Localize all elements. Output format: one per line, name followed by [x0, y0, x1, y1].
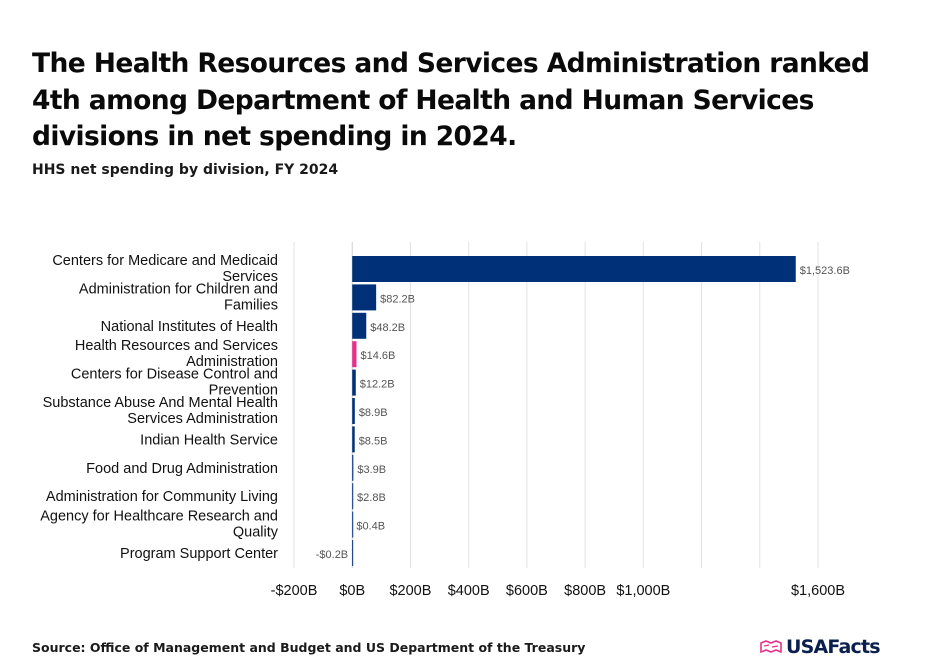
value-label: $2.8B [357, 492, 386, 504]
category-label-line: Administration for Children and [79, 281, 278, 297]
category-label-line: Agency for Healthcare Research and [40, 509, 278, 525]
bar [352, 540, 354, 566]
x-axis-ticks: -$200B $0B $200B $400B $600B $800B $1,000B $1,6… [271, 583, 845, 599]
usafacts-logo[interactable]: USAFacts [760, 636, 881, 658]
bar [352, 341, 357, 368]
x-tick-label: $600B [506, 583, 548, 599]
category-label: Administration for Community Living [46, 489, 278, 505]
category-label-line: Centers for Disease Control and [71, 367, 278, 383]
category-label: Administration for Children and Families [79, 281, 278, 313]
bar [352, 398, 355, 424]
bar [352, 483, 354, 510]
bar [352, 284, 377, 311]
x-tick-label: $800B [564, 583, 606, 599]
x-tick-label: $1,000B [616, 583, 670, 599]
x-tick-label: -$200B [271, 583, 318, 599]
value-label: $8.5B [359, 435, 388, 447]
bar [352, 312, 367, 339]
value-label: $3.9B [357, 464, 386, 476]
category-label: Food and Drug Administration [86, 461, 278, 477]
chart-subtitle: HHS net spending by division, FY 2024 [32, 162, 339, 178]
value-label: $82.2B [380, 293, 415, 305]
value-labels: $1,523.6B $82.2B $48.2B $14.6B $12.2B $8.9B $8… [316, 265, 850, 561]
source-note: Source: Office of Management and Budget … [32, 640, 586, 655]
value-label: $12.2B [360, 379, 395, 391]
value-label: $48.2B [370, 322, 405, 334]
category-label-line: Services [222, 269, 278, 285]
category-label: Centers for Disease Control and Preventio… [71, 367, 278, 399]
value-label: $1,523.6B [800, 265, 850, 277]
bar [352, 454, 354, 481]
bar [352, 426, 355, 453]
category-label: Health Resources and Services Administrat… [75, 338, 278, 370]
category-label: Substance Abuse And Mental Health Service… [43, 395, 278, 427]
category-label: Program Support Center [120, 546, 278, 562]
category-label-line: Prevention [209, 383, 278, 399]
bar [352, 256, 796, 282]
category-label-line: Centers for Medicare and Medicaid [52, 253, 278, 269]
category-label: Agency for Healthcare Research and Qualit… [40, 509, 279, 541]
category-labels: Centers for Medicare and Medicaid Service… [40, 253, 279, 562]
category-label: Indian Health Service [140, 432, 278, 448]
category-label-line: Health Resources and Services [75, 338, 278, 354]
category-label-line: Families [224, 297, 278, 313]
bar [352, 511, 354, 538]
x-tick-label: $400B [448, 583, 490, 599]
category-label: Centers for Medicare and Medicaid Service… [52, 253, 278, 285]
category-label-line: Quality [233, 525, 279, 541]
x-tick-label: $200B [389, 583, 431, 599]
value-label: -$0.2B [316, 549, 348, 561]
chart-title: The Health Resources and Services Admini… [32, 48, 870, 152]
value-label: $8.9B [359, 407, 388, 419]
category-label-line: Administration [186, 354, 278, 370]
value-label: $14.6B [360, 350, 395, 362]
brand-name: USAFacts [786, 636, 881, 658]
value-label: $0.4B [356, 521, 385, 533]
bars [352, 256, 796, 566]
bar [352, 369, 356, 396]
category-label-line: Substance Abuse And Mental Health [43, 395, 278, 411]
category-label: National Institutes of Health [101, 319, 278, 335]
category-label-line: Services Administration [127, 411, 278, 427]
x-tick-label: $0B [339, 583, 365, 599]
x-tick-label: $1,600B [791, 583, 845, 599]
usafacts-flag-icon [760, 640, 782, 654]
